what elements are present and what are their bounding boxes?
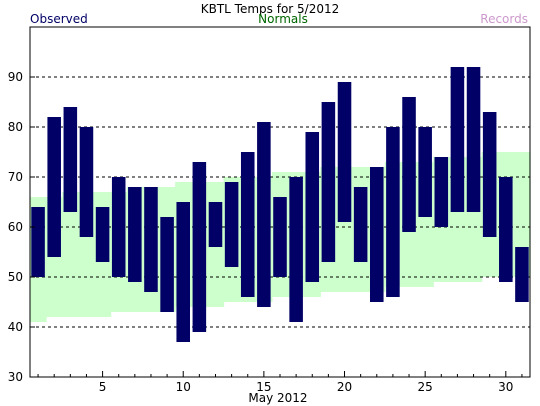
x-tick-label-15: 15 <box>256 380 271 394</box>
observed-bar-day-21 <box>353 187 368 262</box>
observed-bar-day-3 <box>63 107 78 212</box>
observed-bar-day-25 <box>418 127 432 217</box>
observed-bar-day-4 <box>79 127 94 237</box>
y-axis: 30 40 50 60 70 80 90 <box>8 70 35 384</box>
observed-bar-day-12 <box>208 202 223 247</box>
observed-bar-day-15 <box>257 122 271 307</box>
observed-bar-day-23 <box>386 127 400 297</box>
y-tick-label-30: 30 <box>8 370 23 384</box>
observed-bar-day-10 <box>176 202 190 342</box>
observed-bar-day-19 <box>321 102 336 262</box>
observed-bar-day-20 <box>337 82 352 222</box>
y-tick-label-60: 60 <box>8 220 23 234</box>
observed-bar-day-28 <box>466 67 481 212</box>
legend-records: Records <box>480 12 528 26</box>
observed-bar-day-13 <box>224 182 239 267</box>
x-axis: 5 10 15 20 25 30 <box>37 371 523 394</box>
x-tick-label-5: 5 <box>99 380 107 394</box>
observed-bar-day-17 <box>289 177 303 322</box>
observed-bar-day-22 <box>370 167 384 302</box>
y-tick-label-70: 70 <box>8 170 23 184</box>
observed-bar-day-30 <box>499 177 513 282</box>
observed-bar-day-2 <box>47 117 61 257</box>
observed-bar-day-14 <box>240 152 255 297</box>
x-tick-label-20: 20 <box>337 380 352 394</box>
observed-bar-day-11 <box>192 162 207 332</box>
legend-observed: Observed <box>30 12 88 26</box>
observed-bar-day-8 <box>144 187 158 292</box>
observed-bar-day-18 <box>305 132 320 282</box>
observed-bar-day-7 <box>128 187 142 282</box>
observed-bar-day-29 <box>482 112 497 237</box>
x-tick-label-10: 10 <box>176 380 191 394</box>
observed-bar-day-31 <box>515 247 529 302</box>
chart-title: KBTL Temps for 5/2012 <box>201 2 340 16</box>
y-tick-label-80: 80 <box>8 120 23 134</box>
y-tick-label-50: 50 <box>8 270 23 284</box>
observed-bar-day-1 <box>31 207 45 277</box>
observed-bar-day-5 <box>95 207 110 262</box>
observed-bar-day-26 <box>434 157 449 227</box>
x-tick-label-25: 25 <box>418 380 433 394</box>
normal-range-day-3 <box>62 192 79 317</box>
observed-bar-day-6 <box>111 177 126 277</box>
x-tick-label-30: 30 <box>498 380 513 394</box>
observed-bar-day-9 <box>160 217 174 312</box>
x-axis-label: May 2012 <box>248 391 307 405</box>
observed-bar-day-27 <box>450 67 465 212</box>
legend-normals: Normals <box>258 12 308 26</box>
normal-range-day-31 <box>513 152 531 277</box>
observed-bars <box>31 67 529 342</box>
observed-bar-day-24 <box>402 97 416 232</box>
y-tick-label-90: 90 <box>8 70 23 84</box>
y-tick-label-40: 40 <box>8 320 23 334</box>
observed-bar-day-16 <box>273 197 287 277</box>
